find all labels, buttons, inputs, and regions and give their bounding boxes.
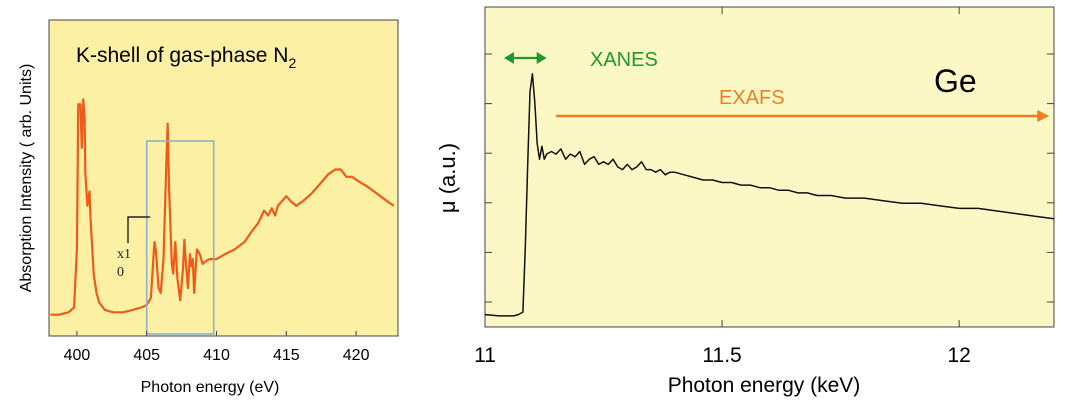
left-title-subscript: 2 (288, 55, 296, 71)
left-chart: x1 0 K-shell of gas-phase N2 400 405 410 41… (18, 19, 399, 396)
exafs-label: EXAFS (719, 87, 785, 109)
xanes-arrow (503, 52, 547, 64)
left-x-tick-label: 410 (203, 347, 230, 364)
right-y-ticks (485, 53, 1054, 303)
left-x-tick-label: 405 (133, 347, 160, 364)
right-x-tick-label: 11 (474, 344, 496, 367)
highlight-box (145, 140, 215, 335)
right-x-ticks: 11 11.5 12 (474, 7, 971, 367)
exafs-arrow-head (1037, 110, 1050, 122)
inset-bracket (127, 216, 150, 243)
left-x-tick-label: 415 (273, 347, 300, 364)
right-x-tick-label: 11.5 (702, 344, 741, 367)
xanes-arrow-head-left (503, 52, 514, 64)
left-x-tick-label: 420 (343, 347, 370, 364)
exafs-arrow (556, 110, 1050, 122)
inset-label-line2: 0 (117, 265, 124, 280)
right-plot-area (484, 6, 1055, 328)
left-x-ticks: 400 405 410 415 420 (64, 331, 370, 364)
left-plot-area (48, 19, 399, 337)
left-x-label: Photon energy (eV) (141, 379, 280, 396)
xanes-label: XANES (590, 49, 658, 71)
left-series-line (50, 98, 395, 316)
right-chart: 11 11.5 12 XANES EXAFS Ge Photon energy (k… (435, 6, 1055, 397)
left-x-tick-label: 400 (64, 347, 91, 364)
right-x-tick-label: 12 (947, 344, 970, 367)
right-x-label: Photon energy (keV) (668, 374, 861, 397)
inset-label-line1: x1 (117, 247, 131, 262)
right-title: Ge (934, 63, 977, 99)
left-title: K-shell of gas-phase N2 (76, 44, 296, 71)
right-series-line (484, 73, 1055, 317)
left-title-main: K-shell of gas-phase N (76, 44, 288, 67)
right-y-label: μ (a.u.) (435, 143, 460, 213)
left-y-label: Absorption Intensity ( arb. Units) (18, 64, 35, 293)
xanes-arrow-head-right (536, 52, 547, 64)
